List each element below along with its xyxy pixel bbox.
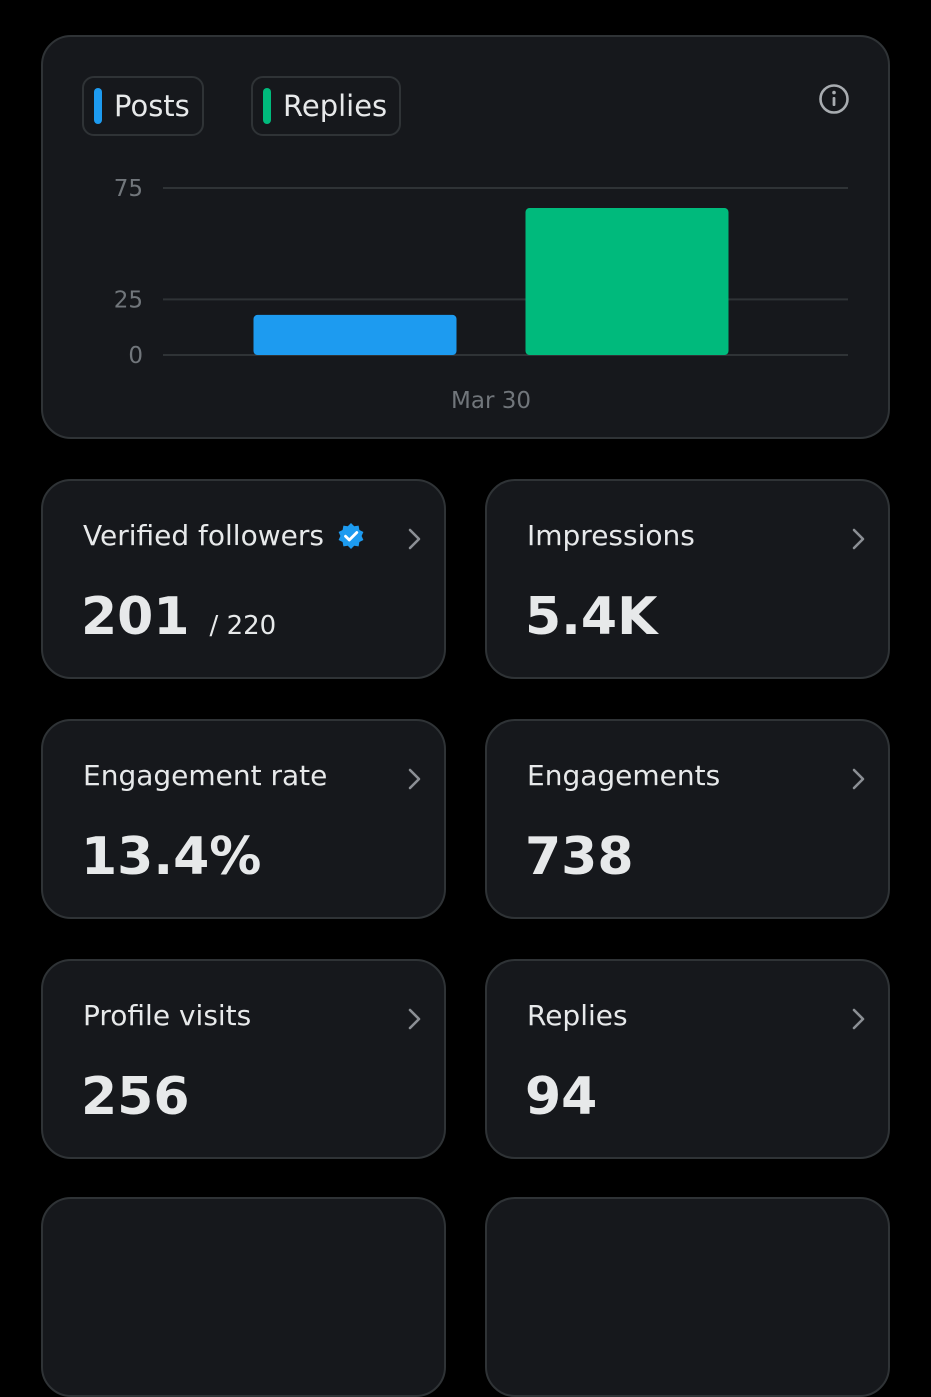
next-stat-card-partial[interactable]: [485, 1197, 890, 1397]
x-tick-label: Mar 30: [451, 388, 531, 414]
legend-replies-label: Replies: [283, 89, 388, 123]
impressions-value: 5.4K: [525, 587, 658, 647]
verified-followers-label: Verified followers: [83, 519, 324, 552]
y-tick-label: 0: [128, 343, 143, 369]
replies-value: 94: [525, 1067, 598, 1127]
verified-followers-value-row: 201 / 220: [81, 587, 276, 656]
y-tick-label: 25: [114, 287, 143, 313]
engagements-label: Engagements: [527, 759, 721, 792]
chevron-right-icon: [408, 1008, 421, 1030]
chart-card: Posts Replies 0 25 75 Mar 30: [41, 35, 890, 439]
replies-label: Replies: [527, 999, 628, 1032]
legend-posts-label: Posts: [114, 89, 190, 123]
bar-chart: 0 25 75 Mar 30: [114, 176, 848, 414]
engagement-rate-label: Engagement rate: [83, 759, 328, 792]
profile-visits-value: 256: [81, 1067, 190, 1127]
legend-replies-toggle[interactable]: Replies: [251, 76, 402, 136]
verified-followers-total: / 220: [209, 611, 277, 641]
profile-visits-label: Profile visits: [83, 999, 252, 1032]
bar-replies[interactable]: [525, 208, 729, 355]
y-tick-label: 75: [114, 176, 143, 202]
legend-posts-toggle[interactable]: Posts: [82, 76, 204, 136]
verified-followers-label-row: Verified followers: [83, 519, 366, 552]
chevron-right-icon: [408, 768, 421, 790]
verified-badge-icon: [338, 522, 364, 549]
chevron-right-icon: [852, 528, 865, 550]
verified-followers-value: 201: [81, 587, 190, 647]
chevron-right-icon: [852, 768, 865, 790]
engagements-value: 738: [525, 827, 634, 887]
impressions-card[interactable]: Impressions 5.4K: [485, 479, 890, 679]
impressions-label: Impressions: [527, 519, 695, 552]
engagement-rate-card[interactable]: Engagement rate 13.4%: [41, 719, 446, 919]
replies-card[interactable]: Replies 94: [485, 959, 890, 1159]
profile-visits-card[interactable]: Profile visits 256: [41, 959, 446, 1159]
bar-posts[interactable]: [253, 314, 457, 355]
verified-followers-card[interactable]: Verified followers 201 / 220: [41, 479, 446, 679]
engagement-rate-value: 13.4%: [81, 827, 262, 887]
engagements-card[interactable]: Engagements 738: [485, 719, 890, 919]
replies-swatch: [263, 88, 271, 124]
next-stat-card-partial[interactable]: [41, 1197, 446, 1397]
chevron-right-icon: [852, 1008, 865, 1030]
chevron-right-icon: [408, 528, 421, 550]
posts-swatch: [94, 88, 102, 124]
info-circle-icon[interactable]: [817, 82, 851, 116]
